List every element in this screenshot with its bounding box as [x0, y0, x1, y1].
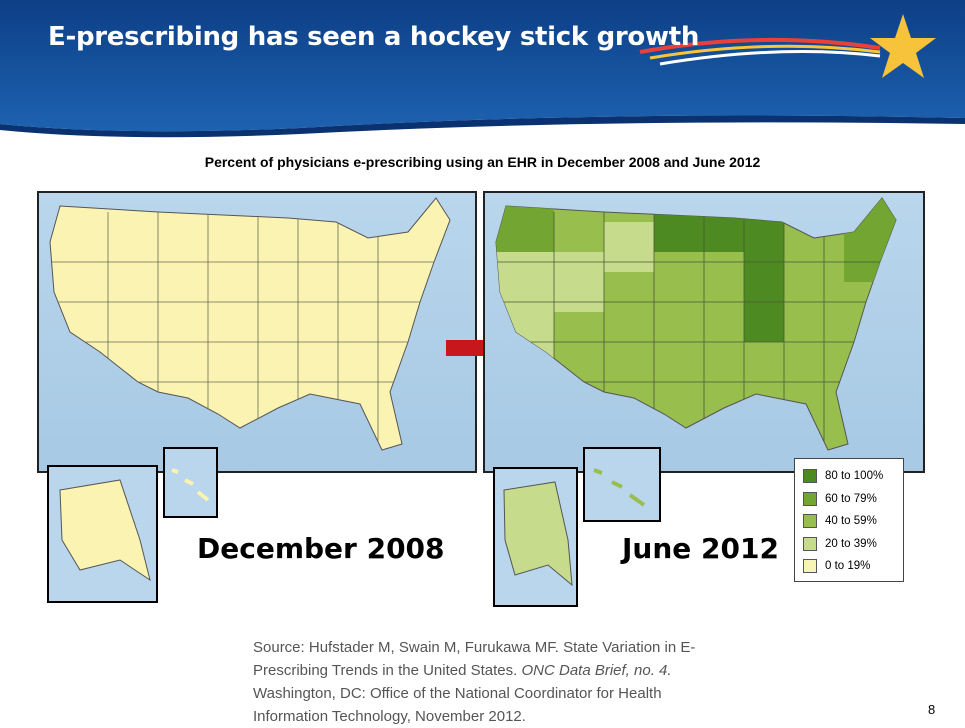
- map-2012: [483, 191, 925, 473]
- legend-label: 20 to 39%: [825, 537, 877, 550]
- map-region: [554, 252, 604, 312]
- legend-swatch: [803, 469, 817, 484]
- hawaii: [593, 468, 646, 507]
- header-band: [0, 0, 965, 132]
- source-italic: ONC Data Brief, no. 4.: [521, 662, 672, 679]
- star: [870, 14, 936, 78]
- legend-label: 40 to 59%: [825, 515, 877, 528]
- alaska: [503, 481, 573, 587]
- swoosh: [639, 37, 881, 54]
- hawaii: [171, 468, 210, 502]
- alaska: [59, 479, 151, 582]
- header-edge: [0, 115, 965, 138]
- legend-label: 60 to 79%: [825, 492, 877, 505]
- slide-title: E-prescribing has seen a hockey stick gr…: [48, 22, 700, 52]
- page-number: 8: [928, 702, 936, 717]
- legend-label: 0 to 19%: [825, 560, 871, 573]
- hawaii-inset: [583, 447, 661, 522]
- map-region: [744, 252, 784, 342]
- source-text: Washington, DC: Office of the National C…: [253, 685, 662, 725]
- legend-swatch: [803, 514, 817, 529]
- legend-item: 80 to 100%: [803, 465, 903, 488]
- swoosh: [649, 44, 881, 60]
- legend-item: 0 to 19%: [803, 555, 903, 578]
- legend: 80 to 100% 60 to 79% 40 to 59% 20 to 39% 0 t…: [794, 458, 904, 582]
- legend-swatch: [803, 559, 817, 574]
- legend-item: 40 to 59%: [803, 510, 903, 533]
- map-region: [604, 222, 654, 272]
- map-subtitle: Percent of physicians e-prescribing usin…: [204, 154, 761, 170]
- map-label: June 2012: [622, 532, 779, 565]
- source-text: Source: Hufstader M, Swain M, Furukawa M…: [253, 639, 696, 679]
- legend-swatch: [803, 491, 817, 506]
- source-citation: Source: Hufstader M, Swain M, Furukawa M…: [253, 636, 733, 728]
- map-label: December 2008: [197, 532, 445, 565]
- legend-item: 60 to 79%: [803, 488, 903, 511]
- swoosh: [659, 50, 881, 66]
- map-2008: [37, 191, 477, 473]
- legend-swatch: [803, 536, 817, 551]
- legend-item: 20 to 39%: [803, 533, 903, 556]
- legend-label: 80 to 100%: [825, 470, 884, 483]
